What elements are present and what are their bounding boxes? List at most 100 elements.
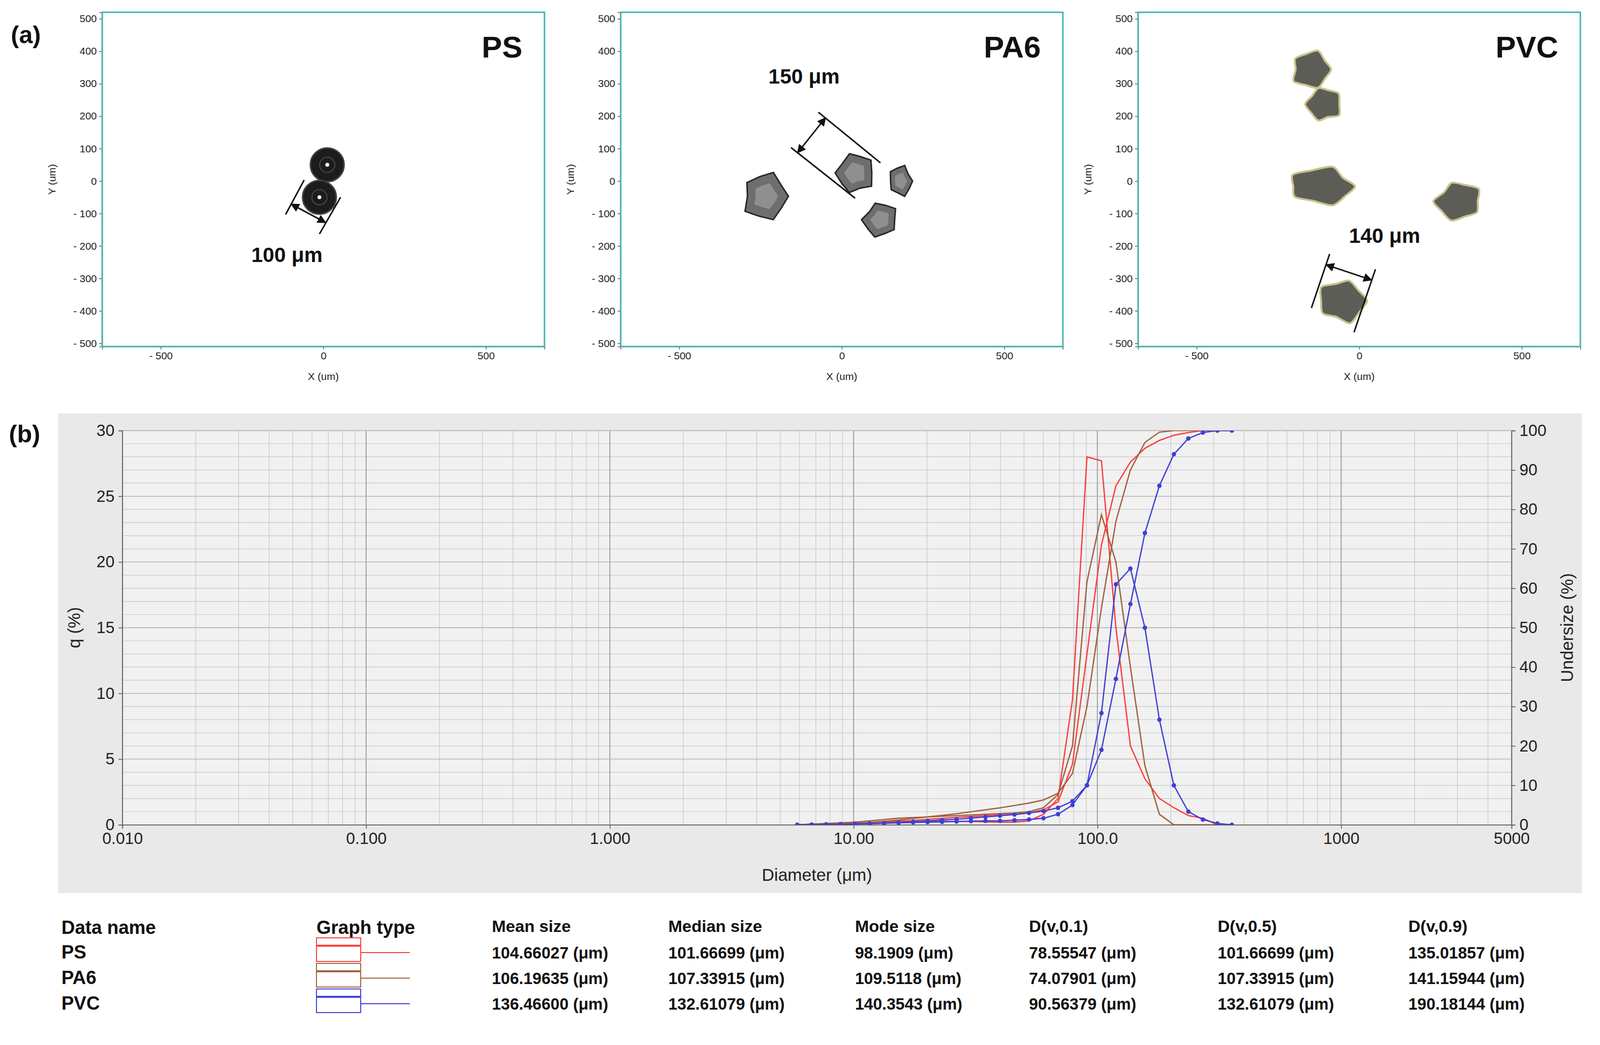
tick-label: 5	[105, 749, 115, 768]
tick-mark	[118, 758, 123, 760]
minor-grid-line	[122, 522, 1512, 523]
image-content	[1291, 50, 1480, 333]
minor-grid-line	[122, 600, 1512, 602]
image-content	[285, 147, 344, 234]
tick: 1000	[1323, 824, 1360, 848]
tick: 25	[96, 486, 123, 506]
minor-grid-line	[122, 732, 1512, 733]
tick-label: - 200	[73, 240, 97, 252]
graph-type-line	[316, 970, 361, 972]
axis-line	[118, 430, 123, 826]
tick: 10.00	[833, 824, 875, 848]
summary-table: Data nameGraph typeMean sizeMedian sizeM…	[61, 916, 1525, 1014]
tick-label: - 500	[667, 349, 692, 362]
tick-mark	[1511, 706, 1516, 708]
point	[1026, 817, 1031, 822]
panel-label: (a)	[10, 21, 41, 49]
tick-label: 300	[1115, 77, 1133, 89]
tick-mark	[1097, 824, 1099, 829]
particle-glint	[325, 162, 330, 167]
distribution-panel: 0.0100.1001.00010.00100.0100050000510152…	[8, 413, 1582, 1014]
tick: 5	[105, 749, 123, 768]
tick-label: 200	[1115, 110, 1133, 122]
y-axis-title: Y (um)	[564, 164, 576, 196]
tick-mark	[118, 824, 123, 826]
table-cell: 141.15944 (μm)	[1408, 969, 1525, 988]
point	[1012, 812, 1017, 817]
tick-mark	[1511, 745, 1516, 747]
minor-grid-line	[122, 587, 1512, 589]
tick: 15	[96, 618, 123, 637]
undersize-line	[797, 430, 1232, 825]
point	[1084, 782, 1089, 788]
tick-label: - 400	[73, 305, 97, 317]
table-cell: 90.56379 (μm)	[1028, 994, 1137, 1013]
table-header: D(v,0.9)	[1408, 916, 1468, 936]
tick-mark	[1511, 666, 1516, 668]
tick-label: 10	[1519, 775, 1538, 795]
minor-grid-line	[122, 456, 1512, 458]
table-cell: 104.66027 (μm)	[491, 943, 609, 962]
tick-label: 0	[1126, 175, 1133, 187]
minor-grid-line	[122, 640, 1512, 641]
point	[1070, 802, 1075, 807]
particle-highlight	[844, 162, 865, 184]
point	[998, 818, 1003, 823]
minor-grid-line	[122, 429, 1512, 431]
panel-title: PA6	[983, 29, 1041, 64]
table-header: D(v,0.5)	[1217, 916, 1277, 936]
minor-grid-line	[122, 495, 1512, 497]
table-cell: 136.46600 (μm)	[491, 994, 609, 1013]
tick-label: 60	[1519, 578, 1538, 598]
tick-label: 90	[1519, 460, 1538, 479]
frequency-line	[797, 514, 1232, 825]
minor-grid-line	[122, 758, 1512, 760]
point	[983, 814, 988, 819]
point	[1113, 676, 1118, 682]
point	[1113, 581, 1118, 587]
point	[795, 822, 800, 826]
panel-background	[102, 12, 545, 347]
point	[1200, 430, 1205, 435]
tick-label: 10.00	[833, 828, 875, 848]
graph-type-line	[360, 1002, 410, 1004]
panel-background	[1138, 12, 1581, 347]
tick-label: 100	[1115, 142, 1133, 155]
tick-label: 500	[477, 349, 495, 362]
table-row-name: PVC	[61, 992, 100, 1014]
particle	[744, 172, 789, 220]
tick-label: - 400	[1109, 305, 1133, 317]
table-cell: 78.55547 (μm)	[1028, 943, 1137, 962]
point	[1215, 430, 1220, 433]
tick: - 200	[73, 240, 103, 252]
particle	[310, 147, 345, 182]
tick: 200	[1115, 110, 1139, 122]
grid-line	[122, 758, 1512, 760]
tick: 100	[1511, 421, 1547, 440]
tick-label: - 400	[591, 305, 616, 317]
point	[1171, 782, 1176, 788]
point	[1171, 452, 1176, 457]
minor-grid-line	[122, 509, 1512, 510]
tick-label: 0	[609, 175, 616, 187]
minor-grid-line	[122, 784, 1512, 786]
point	[954, 816, 959, 822]
tick: - 100	[1109, 207, 1139, 220]
tick-label: 200	[79, 110, 97, 122]
particle-ring	[312, 189, 328, 205]
point	[1012, 817, 1017, 823]
tick-label: 20	[1519, 736, 1538, 755]
tick-label: 40	[1519, 657, 1538, 676]
tick-label: 15	[96, 618, 115, 637]
scale-bar-arrow	[1326, 264, 1372, 281]
graph-type-box	[316, 988, 361, 1013]
minor-grid-line	[122, 627, 1512, 628]
panel-label: (b)	[8, 420, 41, 448]
plot-marks	[795, 430, 1235, 825]
minor-grid-line	[122, 482, 1512, 484]
tick: 30	[96, 421, 123, 440]
tick: 400	[79, 45, 103, 57]
minor-grid-line	[122, 535, 1512, 536]
tick-label: 400	[598, 45, 616, 57]
graph-type-line	[360, 951, 410, 953]
